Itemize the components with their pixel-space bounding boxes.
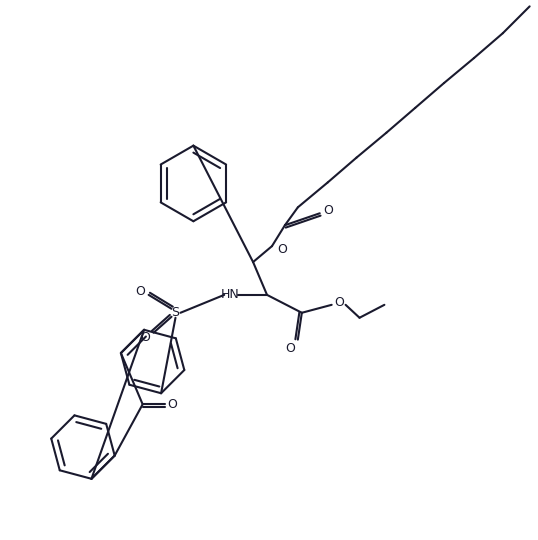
Text: O: O [167, 398, 178, 411]
Text: O: O [335, 296, 344, 309]
Text: O: O [277, 242, 287, 255]
Text: HN: HN [221, 288, 239, 301]
Text: O: O [136, 285, 146, 299]
Text: S: S [172, 306, 180, 319]
Text: O: O [141, 331, 151, 344]
Text: O: O [285, 342, 295, 355]
Text: O: O [323, 204, 332, 217]
